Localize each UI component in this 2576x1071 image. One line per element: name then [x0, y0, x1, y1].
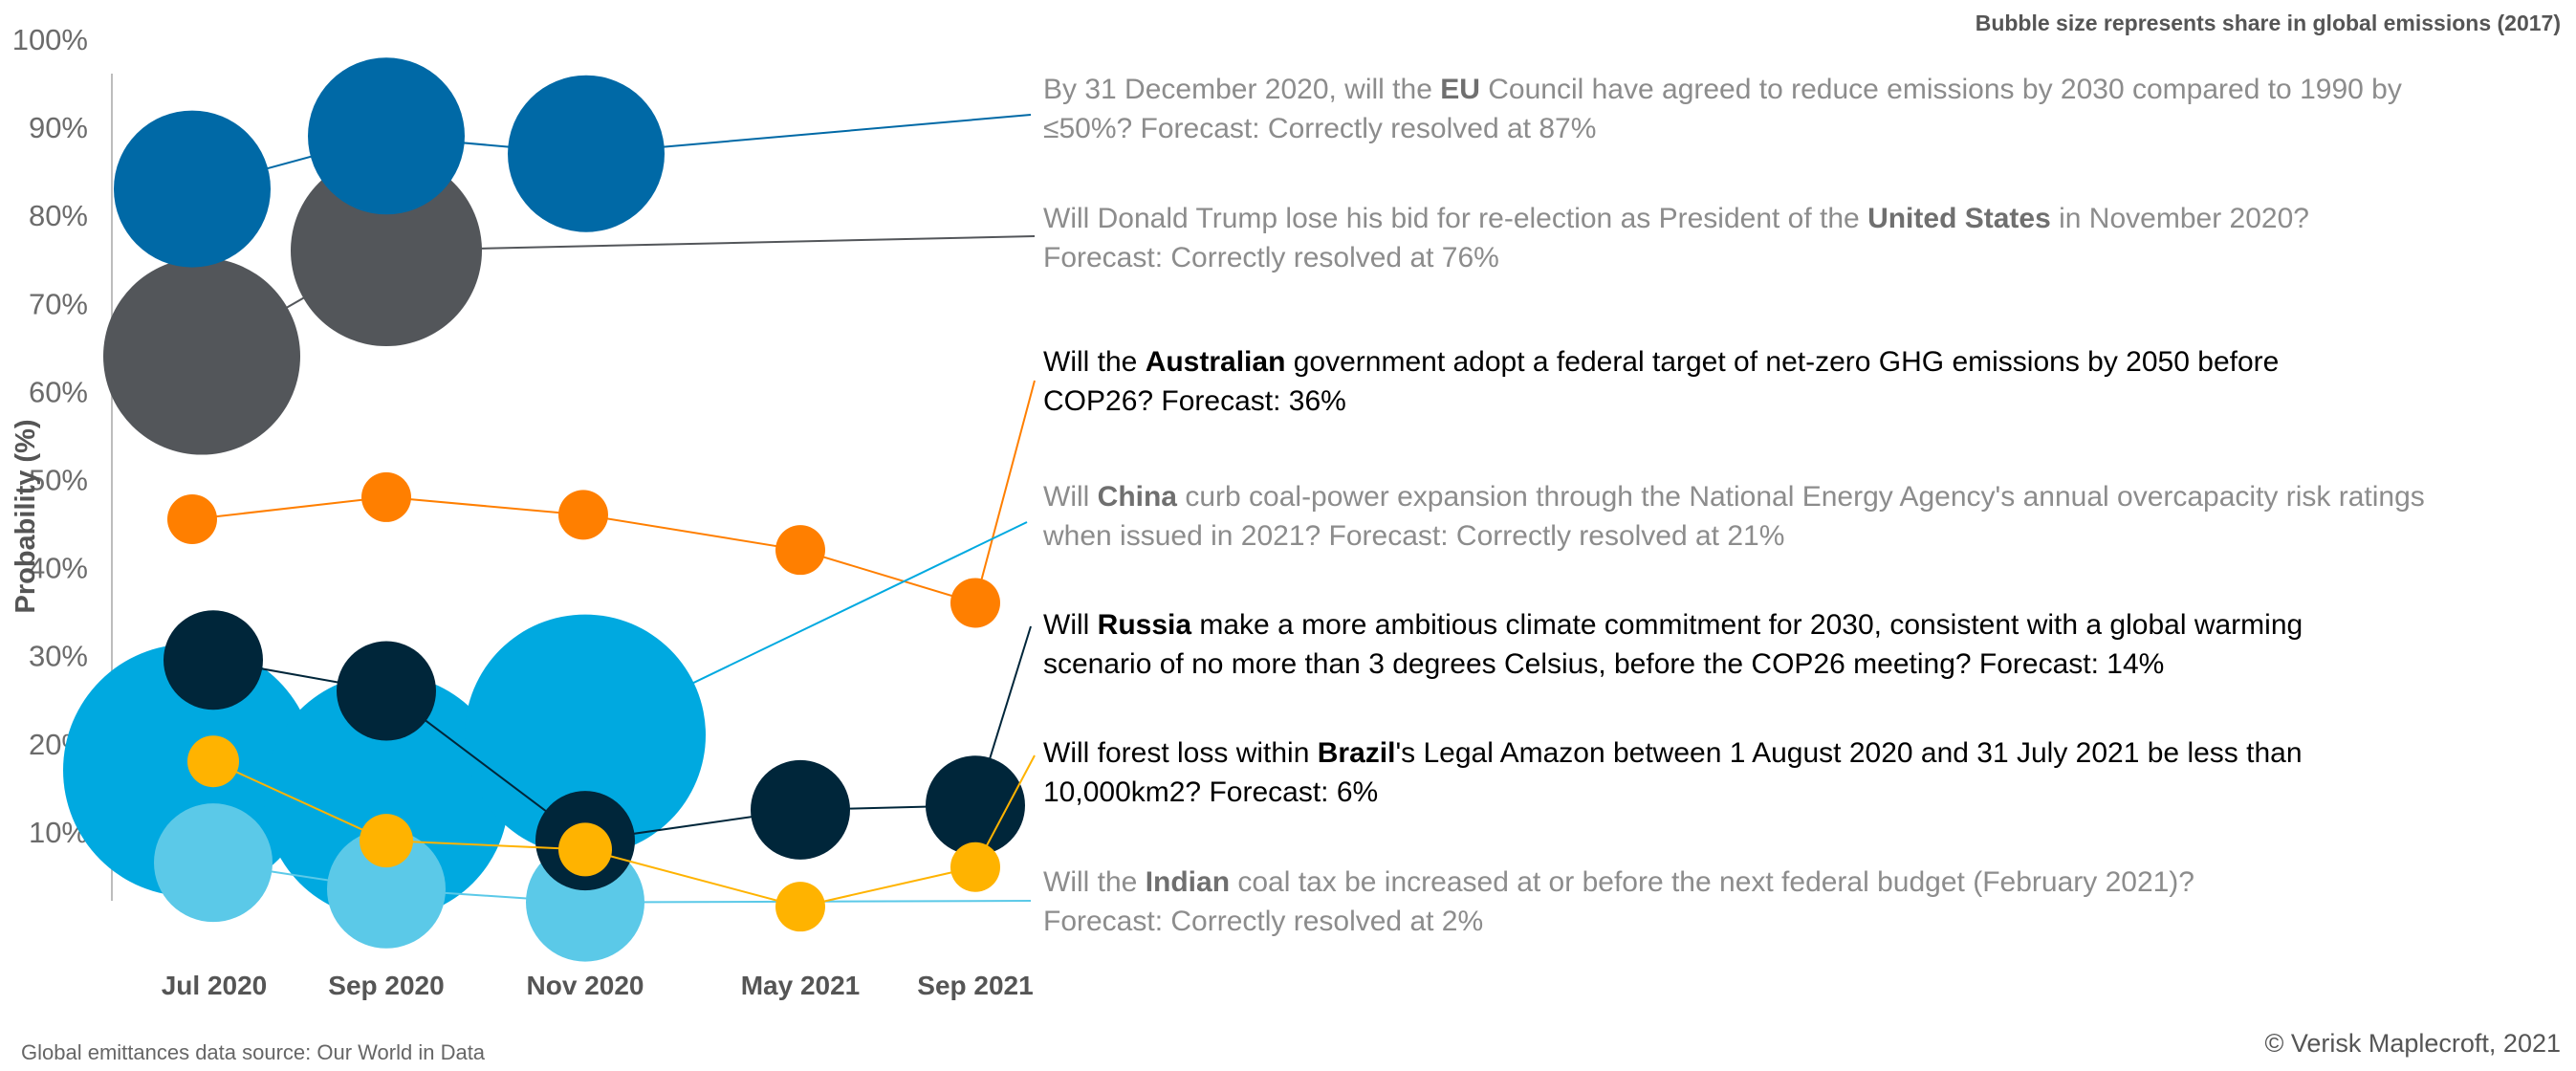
- label-segment: government adopt a federal target of net…: [1285, 346, 2279, 378]
- label-segment: 's Legal Amazon between 1 August 2020 an…: [1395, 737, 2302, 769]
- question-label-australia: COP26? Forecast: 36%: [1043, 385, 1346, 417]
- bubble-australia[interactable]: [558, 490, 608, 540]
- x-tick-label: Sep 2020: [328, 971, 444, 1000]
- y-tick-label: 80%: [29, 199, 88, 232]
- label-segment: make a more ambitious climate commitment…: [1191, 609, 2303, 641]
- bubble-russia[interactable]: [751, 759, 850, 860]
- question-label-us: Forecast: Correctly resolved at 76%: [1043, 242, 1499, 273]
- source-note: Global emittances data source: Our World…: [21, 1040, 486, 1064]
- label-segment: Forecast: Correctly resolved at 2%: [1043, 906, 1483, 937]
- bubble-australia[interactable]: [361, 471, 411, 522]
- question-label-russia: Will Russia make a more ambitious climat…: [1043, 609, 2303, 641]
- question-label-russia: scenario of no more than 3 degrees Celsi…: [1043, 648, 2164, 680]
- label-segment: Will Donald Trump lose his bid for re-el…: [1043, 203, 1867, 234]
- bubble-russia[interactable]: [164, 610, 263, 710]
- chart-subtitle: Bubble size represents share in global e…: [1976, 11, 2561, 35]
- y-tick-label: 70%: [29, 287, 88, 320]
- question-label-eu: By 31 December 2020, will the EU Council…: [1043, 74, 2402, 105]
- copyright: © Verisk Maplecroft, 2021: [2264, 1029, 2561, 1058]
- label-segment: in November 2020?: [2051, 203, 2309, 234]
- bubble-brazil[interactable]: [360, 814, 413, 868]
- label-segment: Brazil: [1318, 737, 1396, 769]
- label-segment: when issued in 2021? Forecast: Correctly…: [1042, 520, 1784, 552]
- label-segment: curb coal-power expansion through the Na…: [1177, 481, 2425, 513]
- question-label-india: Forecast: Correctly resolved at 2%: [1043, 906, 1483, 937]
- x-tick-label: Nov 2020: [527, 971, 644, 1000]
- label-segment: ≤50%? Forecast: Correctly resolved at 87…: [1043, 113, 1596, 144]
- y-tick-label: 50%: [29, 464, 88, 497]
- label-segment: China: [1098, 481, 1178, 513]
- x-tick-label: May 2021: [741, 971, 861, 1000]
- bubble-eu[interactable]: [508, 75, 665, 232]
- label-segment: scenario of no more than 3 degrees Celsi…: [1043, 648, 2164, 680]
- y-tick-label: 100%: [12, 23, 88, 56]
- label-segment: By 31 December 2020, will the: [1043, 74, 1440, 105]
- leader-line-australia: [974, 380, 1036, 603]
- bubble-australia[interactable]: [950, 578, 1000, 628]
- bubble-australia[interactable]: [775, 525, 825, 576]
- question-label-brazil: 10,000km2? Forecast: 6%: [1043, 776, 1378, 808]
- bubble-russia[interactable]: [926, 755, 1025, 856]
- label-segment: Will the: [1043, 346, 1146, 378]
- series-eu: [114, 57, 1032, 268]
- label-segment: Russia: [1098, 609, 1192, 641]
- label-segment: Will: [1043, 481, 1098, 513]
- bubble-brazil[interactable]: [950, 842, 1000, 892]
- y-tick-label: 60%: [29, 375, 88, 408]
- y-axis-label: Probability (%): [11, 419, 41, 613]
- question-label-china: Will China curb coal-power expansion thr…: [1043, 481, 2425, 513]
- bubble-eu[interactable]: [114, 110, 271, 268]
- bubble-australia[interactable]: [167, 493, 217, 544]
- question-label-us: Will Donald Trump lose his bid for re-el…: [1043, 203, 2309, 234]
- label-segment: Indian: [1146, 866, 1230, 898]
- label-segment: Forecast: Correctly resolved at 76%: [1043, 242, 1499, 273]
- label-segment: Will forest loss within: [1043, 737, 1318, 769]
- question-label-india: Will the Indian coal tax be increased at…: [1043, 866, 2194, 898]
- bubble-us[interactable]: [291, 155, 482, 347]
- x-tick-label: Jul 2020: [162, 971, 268, 1000]
- label-segment: Will: [1043, 609, 1098, 641]
- y-tick-label: 90%: [29, 111, 88, 144]
- y-tick-label: 40%: [29, 552, 88, 585]
- label-segment: COP26? Forecast: 36%: [1043, 385, 1346, 417]
- bubble-india[interactable]: [327, 829, 446, 949]
- label-segment: EU: [1440, 74, 1480, 105]
- bubble-russia[interactable]: [337, 641, 436, 741]
- series-brazil: [187, 735, 1036, 932]
- bubble-china[interactable]: [264, 674, 509, 920]
- question-label-australia: Will the Australian government adopt a f…: [1043, 346, 2279, 378]
- bubble-india[interactable]: [154, 803, 273, 923]
- label-segment: Will the: [1043, 866, 1146, 898]
- label-segment: Australian: [1146, 346, 1286, 378]
- series-australia: [167, 380, 1036, 628]
- leader-line-us: [385, 235, 1036, 252]
- label-segment: United States: [1867, 203, 2051, 234]
- series-india: [154, 803, 1032, 962]
- bubble-us[interactable]: [103, 257, 300, 455]
- label-segment: coal tax be increased at or before the n…: [1230, 866, 2194, 898]
- x-tick-label: Sep 2021: [917, 971, 1033, 1000]
- bubble-brazil[interactable]: [775, 882, 825, 932]
- question-label-eu: ≤50%? Forecast: Correctly resolved at 87…: [1043, 113, 1596, 144]
- bubble-brazil[interactable]: [187, 735, 239, 788]
- label-segment: 10,000km2? Forecast: 6%: [1043, 776, 1378, 808]
- bubble-eu[interactable]: [308, 57, 465, 215]
- bubble-brazil[interactable]: [558, 822, 612, 877]
- question-label-china: when issued in 2021? Forecast: Correctly…: [1042, 520, 1784, 552]
- question-label-brazil: Will forest loss within Brazil's Legal A…: [1043, 737, 2303, 769]
- label-segment: Council have agreed to reduce emissions …: [1480, 74, 2402, 105]
- y-tick-label: 30%: [29, 640, 88, 673]
- series-us: [103, 155, 1036, 455]
